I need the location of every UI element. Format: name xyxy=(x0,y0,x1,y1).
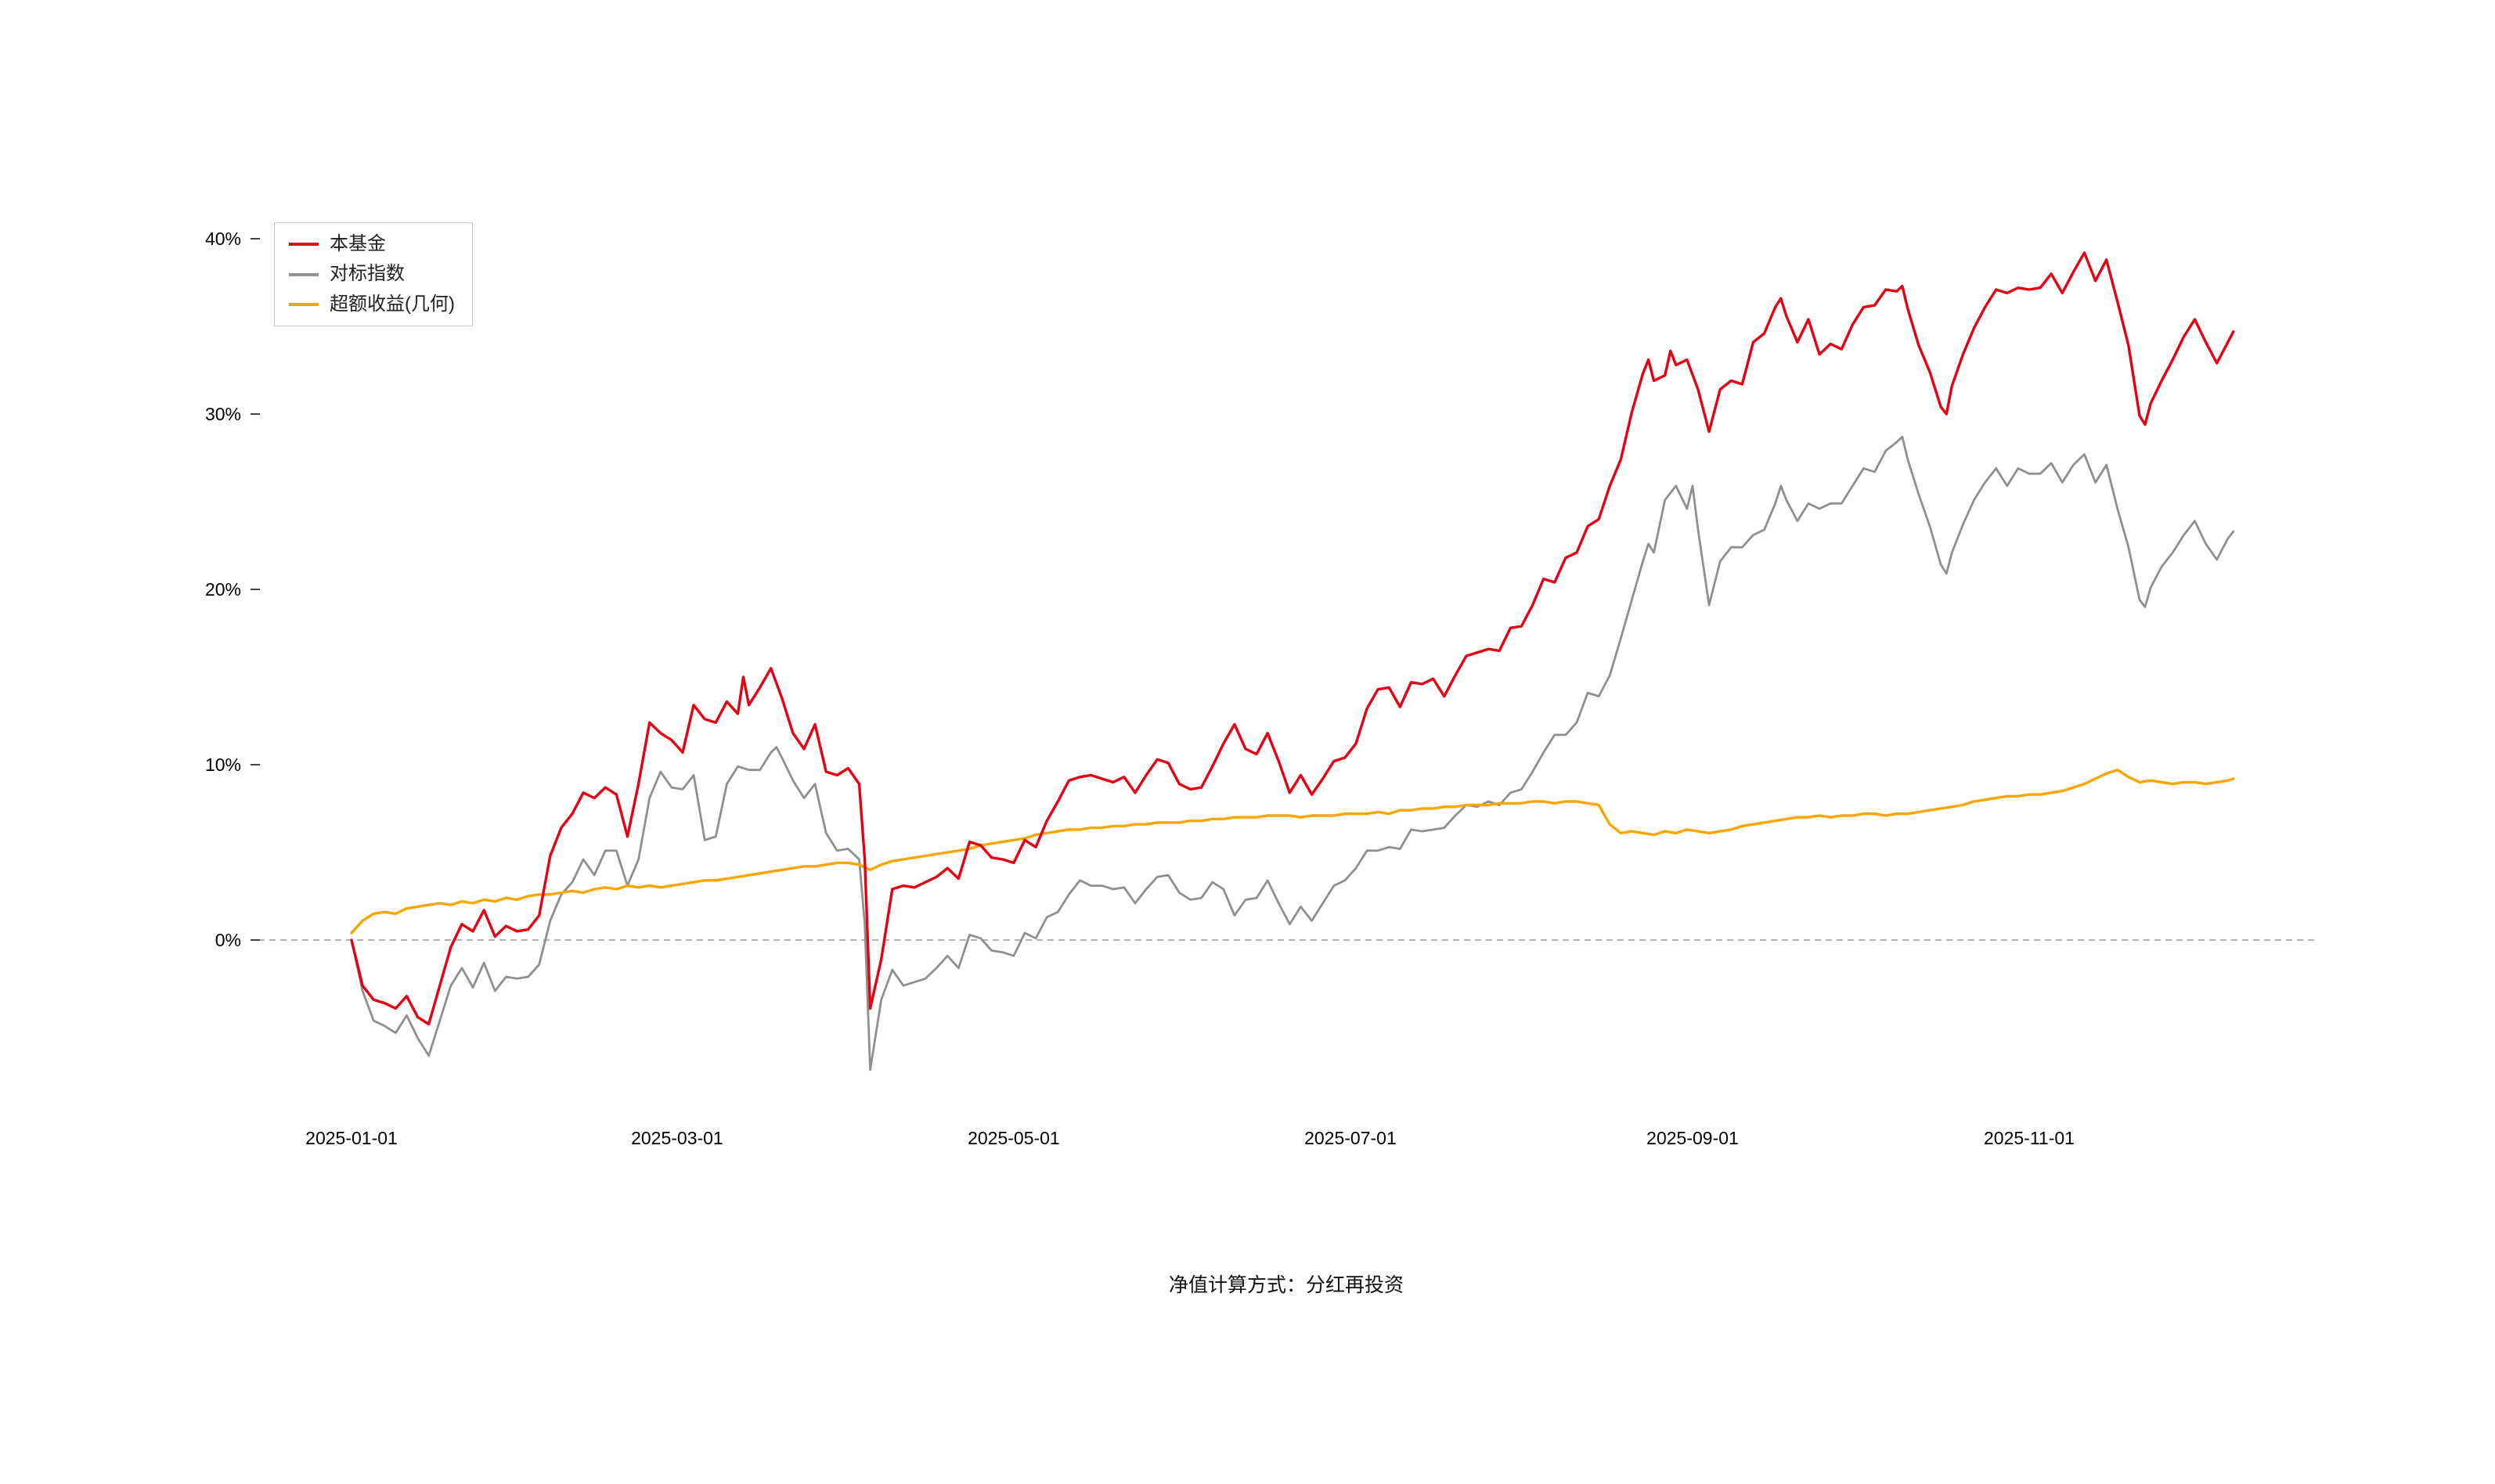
x-tick-label: 2025-03-01 xyxy=(631,1128,723,1148)
legend-item-excess-return[interactable]: 超额收益(几何) xyxy=(289,294,455,315)
fund-series-line xyxy=(350,251,2235,1026)
legend-label-excess-return: 超额收益(几何) xyxy=(330,293,455,315)
legend-item-fund[interactable]: 本基金 xyxy=(289,233,455,254)
y-tick-label: 10% xyxy=(205,755,241,775)
y-tick-label: 20% xyxy=(205,579,241,600)
legend-item-benchmark[interactable]: 对标指数 xyxy=(289,263,455,285)
legend-label-benchmark: 对标指数 xyxy=(330,263,405,285)
excess-return-line-swatch xyxy=(289,302,319,306)
x-tick-label: 2025-11-01 xyxy=(1984,1128,2075,1148)
excess-return-series-line xyxy=(350,769,2235,935)
y-tick-label: 40% xyxy=(205,229,241,249)
benchmark-line-swatch xyxy=(289,272,319,276)
y-tick-label: 30% xyxy=(205,404,241,424)
y-tick-label: 0% xyxy=(215,930,241,950)
x-tick-label: 2025-07-01 xyxy=(1304,1128,1397,1148)
fund-line-swatch xyxy=(289,243,319,247)
chart-legend: 本基金 对标指数 超额收益(几何) xyxy=(274,222,473,327)
benchmark-series-line xyxy=(350,435,2235,1072)
legend-label-fund: 本基金 xyxy=(330,233,386,254)
x-tick-label: 2025-09-01 xyxy=(1646,1128,1739,1148)
x-tick-label: 2025-05-01 xyxy=(968,1128,1060,1148)
x-tick-label: 2025-01-01 xyxy=(305,1128,398,1148)
nav-calculation-note: 净值计算方式：分红再投资 xyxy=(1168,1274,1404,1296)
